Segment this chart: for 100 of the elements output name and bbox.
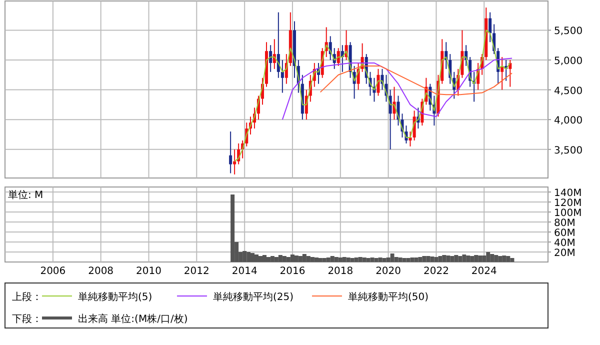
bar xyxy=(394,257,398,262)
candlestick xyxy=(269,44,272,72)
bar xyxy=(318,258,322,262)
bar xyxy=(354,258,358,262)
bar xyxy=(338,258,342,262)
bar xyxy=(490,254,494,262)
legend-label: 単純移動平均(25) xyxy=(213,291,294,303)
bar xyxy=(446,256,450,262)
x-tick-label: 2016 xyxy=(280,266,306,277)
bar xyxy=(478,256,482,262)
candlestick xyxy=(376,68,380,96)
y-tick-label: 20M xyxy=(554,248,576,259)
legend-label: 単純移動平均(5) xyxy=(78,291,152,303)
bar xyxy=(322,258,326,262)
bar xyxy=(406,258,410,262)
bar xyxy=(366,258,370,262)
bar xyxy=(398,258,402,262)
bar xyxy=(278,255,282,262)
annotation: 単位: M xyxy=(8,189,44,201)
x-tick-label: 2012 xyxy=(184,266,210,277)
legend-title: 上段： xyxy=(12,291,42,303)
bar xyxy=(290,254,295,262)
x-tick-label: 2010 xyxy=(136,266,162,277)
candlestick xyxy=(408,131,412,147)
bar xyxy=(418,257,422,262)
bar xyxy=(402,258,406,262)
bar xyxy=(266,257,271,262)
legend-label: 出来高 単位:(M株/口/枚) xyxy=(78,313,188,325)
bar xyxy=(382,258,386,262)
x-tick-label: 2020 xyxy=(376,266,402,277)
bar xyxy=(506,256,510,262)
x-tick-label: 2008 xyxy=(88,266,114,277)
bar xyxy=(378,258,382,262)
bar xyxy=(362,258,366,262)
bar xyxy=(390,254,394,262)
bar xyxy=(350,258,354,262)
bar xyxy=(474,255,478,262)
y-tick-label: 60M xyxy=(554,228,576,239)
bar xyxy=(470,256,474,262)
bar xyxy=(314,258,319,262)
candlestick xyxy=(336,48,340,66)
bar xyxy=(310,257,314,262)
bar xyxy=(330,256,334,262)
bar xyxy=(498,256,502,262)
x-tick-label: 2014 xyxy=(232,266,258,277)
y-tick-label: 40M xyxy=(554,238,576,249)
y-tick-label: 140M xyxy=(554,188,582,199)
bar xyxy=(274,257,278,262)
candlestick xyxy=(229,131,232,174)
bar xyxy=(454,255,458,262)
bar xyxy=(286,257,290,262)
bar xyxy=(422,256,426,262)
x-tick-label: 2022 xyxy=(424,266,449,277)
bar xyxy=(458,256,462,262)
legend-label: 単純移動平均(50) xyxy=(348,291,429,303)
y-tick-label: 4,000 xyxy=(554,116,583,127)
bar xyxy=(346,258,350,262)
bar xyxy=(298,256,302,262)
y-tick-label: 5,000 xyxy=(554,56,583,67)
legend-title: 下段： xyxy=(12,313,42,325)
bar xyxy=(430,256,434,262)
y-tick-label: 120M xyxy=(554,198,582,209)
bar xyxy=(326,258,330,262)
bar xyxy=(358,257,362,262)
bar xyxy=(246,252,250,262)
x-tick-label: 2018 xyxy=(328,266,354,277)
bar xyxy=(370,258,374,262)
bar xyxy=(434,257,438,262)
bar xyxy=(502,256,506,262)
bar xyxy=(242,251,247,262)
bar xyxy=(334,257,338,262)
bar xyxy=(486,252,490,262)
candlestick xyxy=(233,148,236,175)
bar xyxy=(342,257,346,262)
y-tick-label: 4,500 xyxy=(554,86,583,97)
bar xyxy=(462,254,466,262)
candlestick xyxy=(280,60,284,94)
bar xyxy=(482,256,486,262)
x-tick-label: 2024 xyxy=(471,266,497,277)
bar xyxy=(438,256,442,262)
y-tick-label: 100M xyxy=(554,208,582,219)
bar xyxy=(230,194,235,262)
bar xyxy=(386,258,390,262)
bar xyxy=(510,258,514,262)
y-tick-label: 3,500 xyxy=(554,145,583,156)
y-tick-label: 5,500 xyxy=(554,26,583,38)
bar xyxy=(282,256,286,262)
bar xyxy=(442,255,446,262)
bar xyxy=(374,258,378,262)
bar xyxy=(250,253,254,262)
bar xyxy=(414,258,418,262)
bar xyxy=(494,255,498,262)
bar xyxy=(410,258,414,262)
bar xyxy=(466,256,470,262)
candlestick xyxy=(488,12,492,43)
bar xyxy=(426,256,430,262)
y-tick-label: 80M xyxy=(554,218,576,229)
bar xyxy=(306,256,310,262)
x-tick-label: 2006 xyxy=(40,266,66,277)
bar xyxy=(302,254,306,262)
